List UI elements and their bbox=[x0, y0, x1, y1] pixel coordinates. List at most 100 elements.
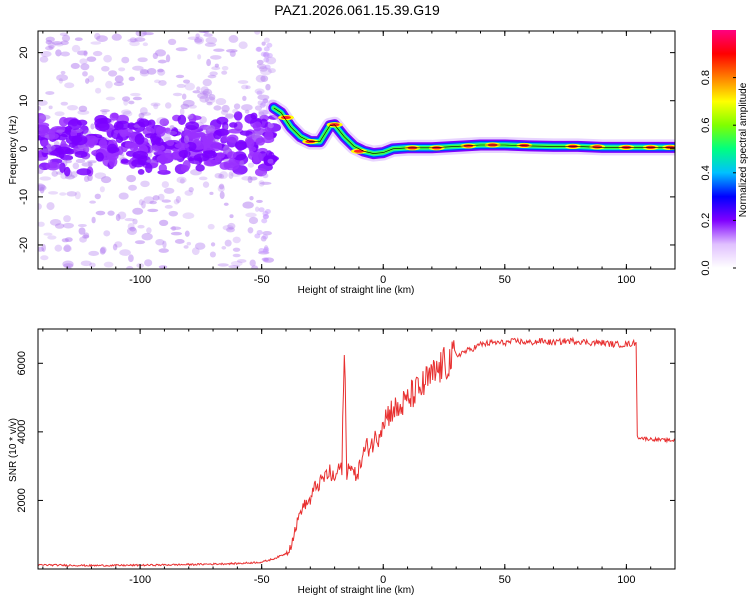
noise-blob bbox=[262, 98, 269, 104]
noise-blob bbox=[232, 108, 239, 114]
noise-blob bbox=[95, 87, 102, 94]
noise-blob bbox=[78, 105, 88, 113]
noise-blob bbox=[213, 48, 225, 52]
noise-blob bbox=[177, 114, 187, 125]
noise-blob bbox=[114, 75, 124, 83]
snr-xtick-label: -100 bbox=[129, 574, 151, 586]
noise-blob bbox=[246, 138, 255, 148]
noise-blob bbox=[41, 148, 52, 154]
noise-blob bbox=[206, 58, 212, 67]
noise-blob bbox=[134, 240, 146, 245]
noise-blob bbox=[158, 265, 168, 269]
colorbar-tick-label: 0.6 bbox=[700, 118, 712, 133]
noise-blob bbox=[100, 176, 112, 184]
snr-ytick-label: 6000 bbox=[16, 351, 28, 375]
noise-blob bbox=[187, 114, 194, 120]
noise-blob bbox=[129, 40, 140, 47]
noise-blob bbox=[56, 129, 65, 133]
noise-blob bbox=[244, 109, 250, 114]
noise-blob bbox=[51, 170, 59, 177]
noise-blob bbox=[122, 96, 131, 102]
noise-blob bbox=[226, 151, 237, 160]
noise-blob bbox=[207, 74, 217, 79]
noise-blob bbox=[54, 244, 63, 252]
snr-ytick-label: 2000 bbox=[16, 488, 28, 512]
colorbar: 0.0 0.2 0.4 0.6 0.8 Normalized spectral ampl… bbox=[700, 30, 749, 276]
noise-blob bbox=[200, 86, 209, 94]
noise-blob bbox=[267, 158, 274, 164]
noise-blob bbox=[258, 247, 265, 253]
noise-blob bbox=[161, 181, 170, 188]
noise-blob bbox=[158, 248, 169, 253]
noise-blob bbox=[99, 247, 106, 255]
noise-blob bbox=[221, 104, 230, 113]
noise-blob bbox=[94, 114, 108, 124]
noise-blob bbox=[60, 101, 69, 106]
noise-blob bbox=[255, 46, 262, 52]
noise-blob bbox=[199, 95, 210, 103]
spectrogram-noise-blobs bbox=[38, 31, 282, 269]
noise-blob bbox=[225, 48, 238, 53]
noise-blob bbox=[263, 51, 270, 59]
noise-blob bbox=[165, 54, 171, 63]
noise-blob bbox=[103, 230, 111, 237]
colorbar-label: Normalized spectral amplitude bbox=[738, 82, 749, 217]
noise-blob bbox=[48, 191, 59, 195]
noise-blob bbox=[221, 65, 229, 71]
noise-blob bbox=[111, 33, 122, 41]
noise-blob bbox=[38, 166, 44, 174]
noise-blob bbox=[111, 112, 119, 119]
noise-blob bbox=[248, 216, 259, 225]
noise-blob bbox=[89, 200, 96, 204]
noise-blob bbox=[203, 33, 213, 37]
noise-blob bbox=[247, 175, 253, 184]
noise-blob bbox=[229, 50, 236, 57]
noise-blob bbox=[261, 218, 268, 224]
noise-blob bbox=[120, 158, 129, 164]
noise-blob bbox=[45, 91, 55, 95]
noise-blob bbox=[188, 104, 197, 109]
noise-blob bbox=[92, 50, 103, 57]
noise-blob bbox=[79, 58, 88, 65]
noise-blob bbox=[170, 127, 179, 137]
noise-blob bbox=[203, 31, 210, 34]
noise-blob bbox=[155, 238, 165, 246]
noise-blob bbox=[129, 226, 136, 232]
noise-blob bbox=[74, 37, 83, 42]
colorbar-ticks: 0.0 0.2 0.4 0.6 0.8 bbox=[700, 70, 736, 276]
noise-blob bbox=[223, 202, 229, 206]
noise-blob bbox=[119, 249, 131, 256]
noise-blob bbox=[265, 56, 277, 65]
noise-blob bbox=[38, 184, 47, 192]
noise-blob bbox=[135, 31, 147, 37]
ridge-peak bbox=[280, 115, 291, 120]
noise-blob bbox=[55, 146, 72, 155]
noise-blob bbox=[218, 173, 225, 179]
spectrogram-ylabel: Frequency (Hz) bbox=[8, 116, 19, 185]
noise-blob bbox=[257, 100, 264, 106]
noise-blob bbox=[263, 156, 276, 167]
noise-blob bbox=[238, 41, 248, 50]
snr-y-axis: 2000 4000 6000 bbox=[16, 351, 675, 513]
noise-blob bbox=[142, 32, 154, 36]
noise-blob bbox=[175, 195, 181, 204]
noise-blob bbox=[209, 191, 214, 195]
noise-blob bbox=[232, 253, 241, 258]
noise-blob bbox=[209, 71, 218, 76]
noise-blob bbox=[245, 212, 257, 218]
noise-blob bbox=[164, 127, 171, 134]
spectrogram-ytick-label: -10 bbox=[18, 189, 30, 205]
noise-blob bbox=[74, 191, 81, 200]
noise-blob bbox=[38, 246, 45, 252]
noise-blob bbox=[90, 41, 102, 45]
noise-blob bbox=[145, 159, 158, 164]
spectrogram-ytick-label: -20 bbox=[18, 237, 30, 253]
noise-blob bbox=[54, 111, 65, 117]
noise-blob bbox=[205, 36, 218, 44]
noise-blob bbox=[194, 36, 204, 45]
noise-blob bbox=[194, 242, 206, 250]
noise-blob bbox=[38, 183, 46, 191]
noise-blob bbox=[265, 83, 271, 91]
